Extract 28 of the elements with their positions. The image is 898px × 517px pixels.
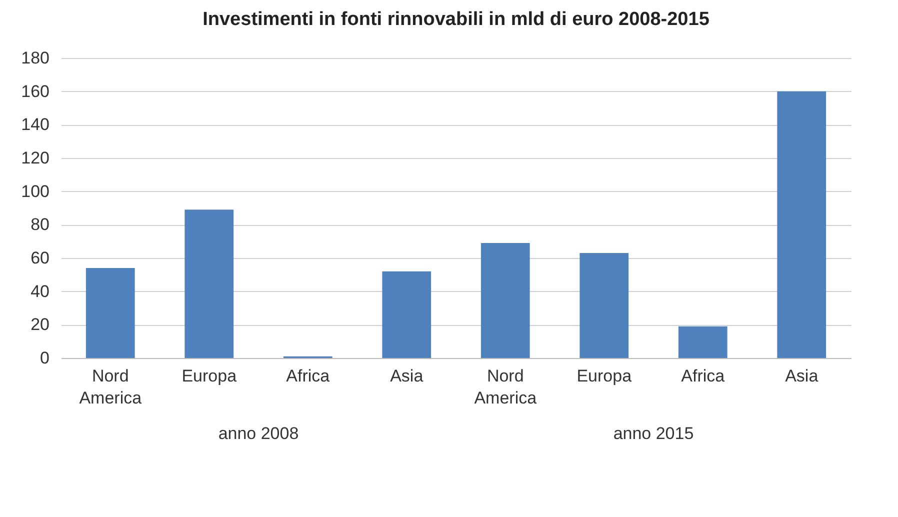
bar xyxy=(86,268,135,358)
y-tick-label: 120 xyxy=(21,148,50,168)
y-tick-label: 80 xyxy=(30,215,50,234)
y-tick-label: 0 xyxy=(40,348,50,368)
y-tick-label: 160 xyxy=(21,82,50,101)
x-tick-label: Asia xyxy=(390,366,424,386)
y-tick-label: 40 xyxy=(30,282,50,301)
bar xyxy=(480,243,530,358)
x-tick-label: Asia xyxy=(785,366,819,386)
y-tick-label: 140 xyxy=(21,115,50,134)
y-tick-label: 60 xyxy=(30,248,50,268)
bar xyxy=(382,271,432,358)
text: anno 2008 xyxy=(218,424,299,443)
x-tick-label: Europa xyxy=(182,366,238,386)
y-tick-label: 20 xyxy=(30,315,50,334)
x-tick-label: Nord America xyxy=(474,366,538,408)
x-tick-label: Europa xyxy=(576,366,632,386)
bar xyxy=(777,91,826,358)
bar xyxy=(184,210,234,358)
y-tick-label: 180 xyxy=(21,48,50,68)
bar xyxy=(580,253,629,358)
text: anno 2015 xyxy=(613,424,694,443)
chart-title: Investimenti in fonti rinnovabili in mld di euro 2008-2015 xyxy=(202,9,710,30)
x-tick-label: Nord America xyxy=(79,366,142,408)
x-tick-label: Africa xyxy=(681,366,726,386)
y-tick-label: 100 xyxy=(21,182,50,201)
bar xyxy=(678,326,728,358)
x-tick-label: Africa xyxy=(286,366,330,386)
